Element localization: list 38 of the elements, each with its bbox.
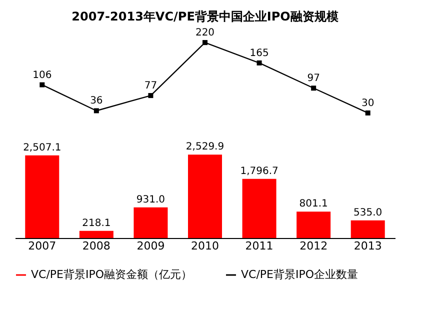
bar	[25, 155, 60, 238]
point	[40, 82, 45, 88]
data-label: 220	[195, 28, 215, 39]
point	[365, 110, 370, 116]
data-label: 77	[144, 80, 158, 92]
bar	[242, 178, 276, 238]
data-label: 1,796.7	[240, 166, 278, 177]
data-label: 535.0	[354, 207, 382, 218]
point	[94, 108, 99, 114]
x-tick-label: 2007	[28, 240, 56, 252]
bar	[350, 220, 385, 238]
data-label: 165	[250, 48, 269, 59]
bar	[134, 207, 168, 238]
x-tick-label: 2010	[191, 240, 219, 252]
point	[148, 93, 154, 98]
data-label: 218.1	[82, 218, 111, 229]
legend-label: VC/PE背景IPO融资金额（亿元）	[31, 268, 192, 281]
x-tick-label: 2008	[82, 240, 110, 252]
bar	[188, 154, 222, 238]
point	[202, 40, 208, 46]
point	[311, 86, 316, 91]
data-label: 97	[307, 73, 320, 84]
x-tick-label: 2013	[354, 240, 382, 252]
data-label: 801.1	[299, 198, 328, 210]
x-tick-label: 2009	[136, 240, 165, 252]
data-label: 36	[90, 96, 103, 107]
data-label: 931.0	[136, 194, 166, 206]
data-label: 106	[32, 70, 52, 81]
legend-label: VC/PE背景IPO企业数量	[241, 268, 358, 281]
point	[256, 60, 262, 66]
chart-title: 2007-2013年VC/PE背景中国企业IPO融资规模	[72, 10, 338, 24]
bar	[296, 212, 331, 238]
data-label: 2,529.9	[186, 142, 224, 153]
x-tick-label: 2012	[300, 240, 328, 252]
bar	[79, 230, 114, 238]
x-tick-label: 2011	[245, 240, 274, 252]
data-label: 2,507.1	[23, 142, 62, 154]
data-label: 30	[361, 98, 374, 109]
